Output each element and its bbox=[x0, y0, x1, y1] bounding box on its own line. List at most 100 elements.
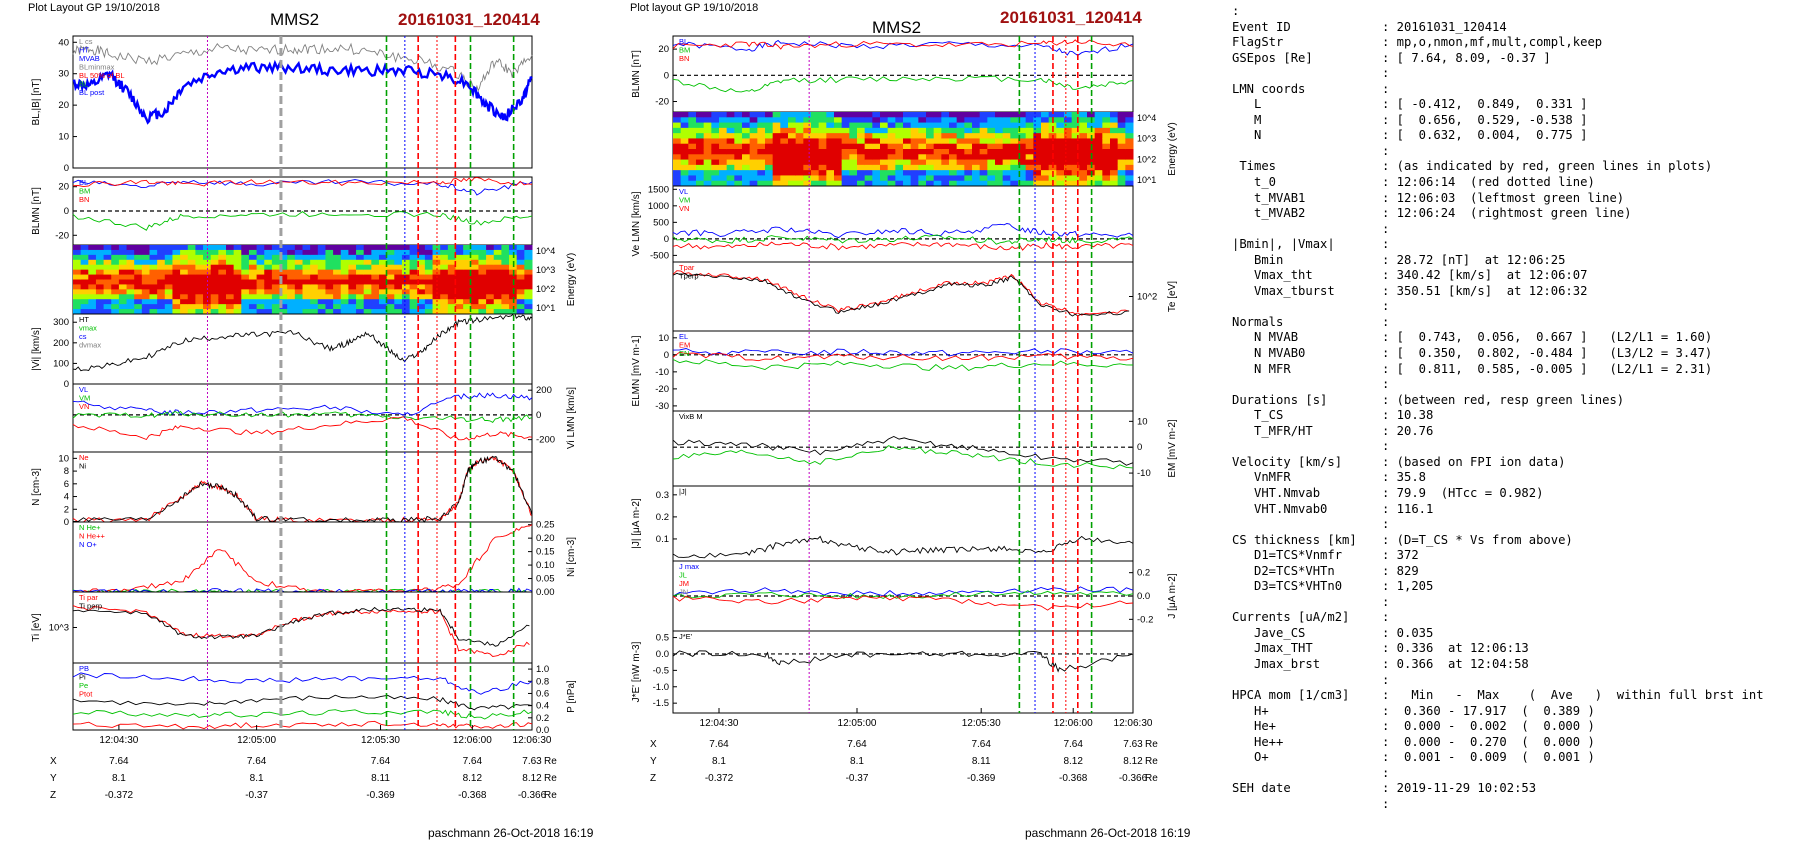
spectrogram-cell bbox=[964, 159, 973, 166]
spectrogram-cell bbox=[187, 309, 196, 315]
spectrogram-cell bbox=[757, 138, 766, 145]
info-key: t_MVAB1 bbox=[1232, 190, 1306, 205]
spectrogram-cell bbox=[394, 245, 403, 251]
spectrogram-cell bbox=[765, 133, 774, 139]
spectrogram-cell bbox=[241, 299, 250, 305]
spectrogram-cell bbox=[887, 143, 896, 150]
spectrogram-cell bbox=[455, 294, 464, 300]
spectrogram-cell bbox=[486, 279, 495, 285]
spectrogram-cell bbox=[440, 254, 449, 261]
spectrogram-cell bbox=[964, 117, 973, 124]
info-line: N MVAB0: [ 0.350, 0.802, -0.484 ] (L3/L2… bbox=[1232, 346, 1802, 362]
spectrogram-cell bbox=[841, 159, 850, 166]
spectrogram-cell bbox=[80, 289, 89, 295]
spectrogram-cell bbox=[926, 175, 935, 182]
spectrogram-cell bbox=[478, 299, 487, 305]
spectrogram-cell bbox=[172, 294, 181, 300]
spectrogram-cell bbox=[826, 164, 835, 171]
spectrogram-cell bbox=[103, 264, 112, 271]
spectrogram-cell bbox=[463, 289, 472, 295]
spectrogram-cell bbox=[524, 299, 533, 305]
spectrogram-cell bbox=[872, 112, 881, 118]
pos-value: 8.1 bbox=[850, 756, 864, 767]
series-line bbox=[72, 709, 533, 720]
info-value: : [ 0.632, 0.004, 0.775 ] bbox=[1382, 128, 1588, 143]
spectrogram-cell bbox=[673, 159, 682, 166]
spectrogram-cell bbox=[1071, 180, 1080, 187]
spectrogram-cell bbox=[803, 180, 812, 187]
spectrogram-cell bbox=[73, 254, 82, 261]
spectrogram-cell bbox=[864, 138, 873, 145]
y-tick-label: -500 bbox=[650, 250, 669, 261]
spectrogram-cell bbox=[757, 117, 766, 124]
spectrogram-cell bbox=[680, 164, 689, 171]
spectrogram-cell bbox=[1079, 164, 1088, 171]
spectrogram-cell bbox=[210, 299, 219, 305]
spectrogram-cell bbox=[88, 264, 97, 271]
series-line bbox=[672, 436, 1134, 466]
info-value: : 0.000 - 0.270 ( 0.000 ) bbox=[1382, 734, 1595, 749]
spectrogram-cell bbox=[1064, 159, 1073, 166]
spectrogram-cell bbox=[470, 289, 479, 295]
spectrogram-cell bbox=[749, 149, 758, 155]
spectrogram-cell bbox=[1018, 164, 1027, 171]
y-tick-label: 0.2 bbox=[1137, 568, 1150, 579]
series-line bbox=[72, 416, 533, 441]
spectrogram-cell bbox=[734, 122, 743, 129]
spectrogram-cell bbox=[1117, 122, 1126, 129]
spectrogram-cell bbox=[310, 279, 319, 285]
y-tick-label: 0.2 bbox=[536, 713, 549, 724]
spectrogram-cell bbox=[1010, 164, 1019, 171]
spectrogram-cell bbox=[164, 264, 173, 271]
spectrogram-cell bbox=[1117, 159, 1126, 166]
spectrogram-cell bbox=[926, 149, 935, 155]
spectrogram-cell bbox=[964, 127, 973, 134]
spectrogram-cell bbox=[470, 245, 479, 251]
spectrogram-cell bbox=[470, 249, 479, 256]
spectrogram-cell bbox=[1087, 138, 1096, 145]
info-line: D1=TCS*Vnmfr: 372 bbox=[1232, 548, 1802, 564]
spectrogram-cell bbox=[849, 117, 858, 124]
spectrogram-cell bbox=[673, 149, 682, 155]
spectrogram-cell bbox=[401, 284, 411, 290]
spectrogram-cell bbox=[164, 274, 173, 280]
y-tick-label: 10^3 bbox=[536, 265, 555, 275]
pos-value: 8.12 bbox=[463, 773, 483, 784]
spectrogram-cell bbox=[118, 304, 128, 310]
spectrogram-cell bbox=[509, 274, 518, 280]
info-key: Bmin bbox=[1232, 252, 1284, 267]
spectrogram-cell bbox=[680, 175, 689, 182]
spectrogram-cell bbox=[895, 170, 904, 176]
spectrogram-cell bbox=[348, 269, 357, 276]
spectrogram-cell bbox=[1125, 175, 1134, 182]
spectrogram-cell bbox=[673, 133, 682, 139]
spectrogram-cell bbox=[363, 299, 372, 305]
spectrogram-cell bbox=[880, 180, 889, 187]
spectrogram-cell bbox=[696, 180, 705, 187]
spectrogram-cell bbox=[1056, 122, 1065, 129]
spectrogram-cell bbox=[1064, 122, 1073, 129]
spectrogram-cell bbox=[424, 264, 434, 271]
spectrogram-cell bbox=[765, 149, 774, 155]
spectrogram-cell bbox=[333, 259, 342, 266]
spectrogram-cell bbox=[995, 180, 1004, 187]
x-tick-label: 12:05:00 bbox=[237, 735, 276, 746]
pos-value: 8.1 bbox=[112, 773, 126, 784]
info-line: : bbox=[1232, 144, 1802, 160]
spectrogram-cell bbox=[719, 175, 728, 182]
spectrogram-cell bbox=[719, 117, 728, 124]
spectrogram-cell bbox=[1010, 149, 1019, 155]
x-tick-label: 12:05:30 bbox=[361, 735, 400, 746]
left-footer: paschmann 26-Oct-2018 16:19 bbox=[428, 826, 594, 840]
spectrogram-cell bbox=[486, 284, 495, 290]
spectrogram-cell bbox=[749, 143, 758, 150]
spectrogram-cell bbox=[317, 249, 326, 256]
spectrogram-cell bbox=[394, 294, 403, 300]
spectrogram-cell bbox=[271, 269, 281, 276]
spectrogram-cell bbox=[1117, 180, 1126, 187]
legend-entry: N He+ bbox=[79, 523, 101, 532]
spectrogram-cell bbox=[279, 245, 288, 251]
info-line: GSEpos [Re]: [ 7.64, 8.09, -0.37 ] bbox=[1232, 51, 1802, 67]
spectrogram-cell bbox=[742, 117, 751, 124]
spectrogram-cell bbox=[401, 264, 411, 271]
